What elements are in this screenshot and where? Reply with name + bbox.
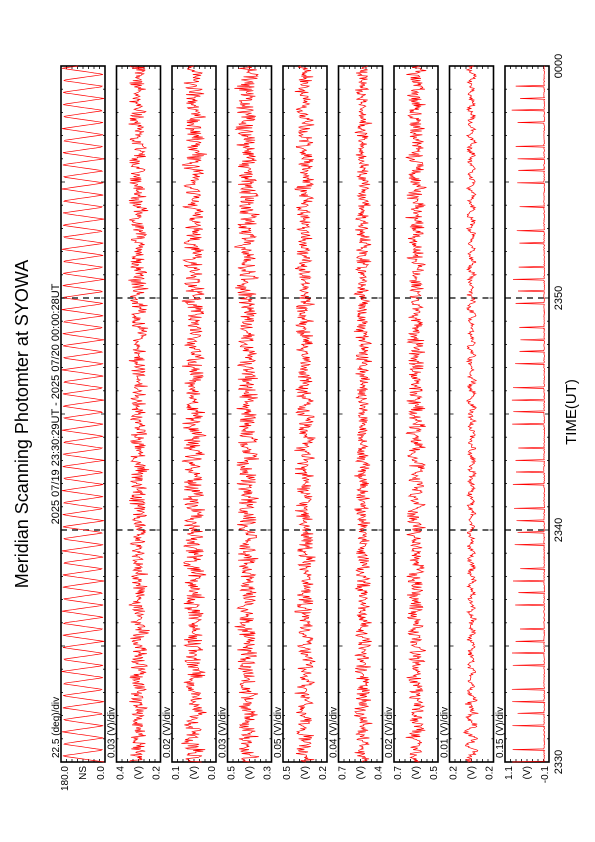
panel-y-tick-label: 0.4 [116,766,127,780]
x-tick-label: 2330 [553,750,565,774]
panel-y-tick-label: 0.2 [152,766,163,780]
panel-y-tick-label: (V) [467,766,478,779]
chart-title: Meridian Scanning Photomter at SYOWA [12,260,32,588]
panel-y-tick-label: 180.0 [60,766,71,791]
panel-scale-label: 0.05 (V)/div [273,707,284,758]
panel-y-tick-label: (V) [134,766,145,779]
panel-scale-label: 0.03 (V)/div [218,707,229,758]
panel-y-tick-label: 0.4 [374,766,385,780]
panel-3: 0.02 (V)/div 0.1 (V) 0.0 [162,65,218,780]
panel-y-tick-label: (V) [411,766,422,779]
chart-subtitle: 2025 07/19 23:30:29UT - 2025 07/20 00:00… [50,283,62,524]
panel-y-tick-label: 0.0 [207,766,218,780]
panel-y-tick-label: (V) [522,766,533,779]
panel-trace [353,65,373,763]
panel-y-tick-label: 0.1 [171,766,182,780]
panel-trace [61,65,105,763]
panel-y-tick-label: 0.5 [227,766,238,780]
panel-trace [511,65,546,763]
panel-y-tick-label: 0.5 [282,766,293,780]
panel-scale-label: 0.04 (V)/div [329,707,340,758]
panel-trace [128,65,150,763]
panel-scale-label: 0.01 (V)/div [440,707,451,758]
panel-scale-label: 0.02 (V)/div [384,707,395,758]
x-tick-label: 2350 [553,286,565,310]
panel-y-tick-label: 0.7 [393,766,404,780]
panel-y-tick-label: 0.0 [96,766,107,780]
panel-8: 0.01 (V)/div 0.2 (V) 0.2 [440,65,496,780]
x-tick-label: 0000 [553,54,565,78]
panel-y-tick-label: (V) [245,766,256,779]
panel-y-tick-label: (V) [300,766,311,779]
panel-y-tick-label: 0.2 [318,766,329,780]
panel-trace [405,65,427,763]
panel-y-tick-label: 0.7 [338,766,349,780]
x-axis-label: TIME(UT) [563,379,580,445]
panel-scale-label: 0.02 (V)/div [162,707,173,758]
x-tick-labels: 2330 2340 2350 0000 [553,54,565,774]
panel-scale-label: 0.03 (V)/div [107,707,118,758]
panel-trace [234,65,260,763]
panel-y-tick-label: 0.2 [485,766,496,780]
panel-scale-label: 22.5 (deg)/div [51,697,62,758]
panel-trace [181,65,208,763]
panel-2: 0.03 (V)/div 0.4 (V) 0.2 [107,65,163,780]
panel-1: 22.5 (deg)/div 180.0 NS 0.0 [51,65,107,791]
panel-y-tick-label: 0.3 [263,766,274,780]
panel-7: 0.02 (V)/div 0.7 (V) 0.5 [384,65,440,780]
panel-y-tick-label: 0.5 [429,766,440,780]
panel-y-tick-label: -0.1 [540,766,551,784]
panel-4: 0.03 (V)/div 0.5 (V) 0.3 [218,65,274,780]
panel-trace [294,65,316,763]
x-tick-label: 2340 [553,518,565,542]
panel-5: 0.05 (V)/div 0.5 (V) 0.2 [273,65,329,780]
panel-scale-label: 0.15 (V)/div [495,707,506,758]
panel-9: 0.15 (V)/div 1.1 (V) -0.1 [495,65,551,784]
panel-y-tick-label: 1.1 [504,766,515,780]
panel-y-tick-label: (V) [356,766,367,779]
panel-6: 0.04 (V)/div 0.7 (V) 0.4 [329,65,385,780]
panel-y-tick-label: (V) [189,766,200,779]
panel-trace [462,65,479,763]
panel-y-tick-label: 0.2 [449,766,460,780]
panel-y-tick-label: NS [78,766,89,780]
